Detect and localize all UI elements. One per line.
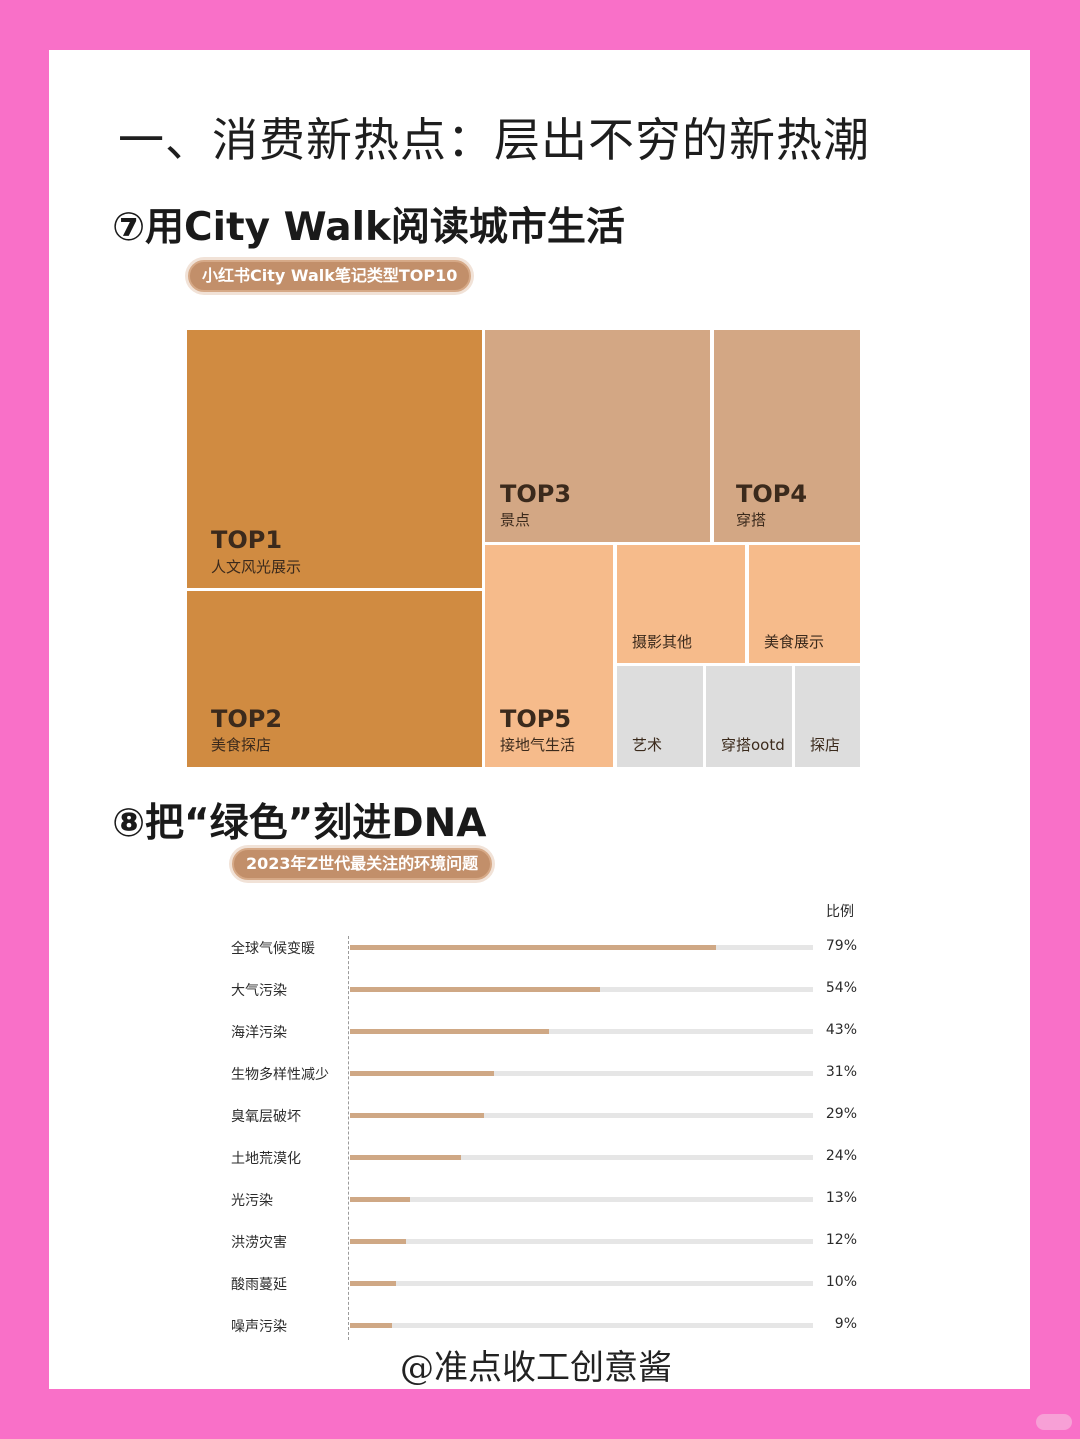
treemap-category-label: 穿搭 — [736, 511, 767, 529]
treemap-tile — [749, 545, 860, 663]
bar — [350, 1281, 397, 1286]
bar-track — [350, 1323, 813, 1328]
bar — [350, 1197, 411, 1202]
treemap-tile — [795, 666, 860, 767]
bar-axis-line — [348, 936, 349, 1340]
bar-track — [350, 1239, 813, 1244]
section8-heading: ⑧把“绿色”刻进DNA — [112, 801, 487, 846]
bar — [350, 945, 716, 950]
bar-value-label: 9% — [834, 1316, 857, 1332]
treemap-rank-label: TOP1 — [211, 526, 283, 554]
bar — [350, 1323, 392, 1328]
bar — [350, 1029, 550, 1034]
bar-category-label: 大气污染 — [231, 983, 287, 999]
treemap-category-label: 美食探店 — [211, 736, 272, 754]
treemap-category-label: 接地气生活 — [500, 736, 576, 754]
bar-track — [350, 1281, 813, 1286]
treemap-tile — [706, 666, 792, 767]
treemap-rank-label: TOP2 — [211, 705, 283, 733]
treemap-category-label: 穿搭ootd — [721, 736, 785, 754]
treemap-category-label: 景点 — [500, 511, 531, 529]
section7-heading: ⑦用City Walk阅读城市生活 — [112, 205, 625, 250]
bar-track — [350, 1113, 813, 1118]
bar-category-label: 生物多样性减少 — [231, 1067, 329, 1083]
bar-value-label: 29% — [825, 1106, 857, 1122]
treemap-tile — [485, 330, 710, 542]
section8-badge: 2023年Z世代最关注的环境问题 — [232, 848, 493, 880]
bar — [350, 1155, 462, 1160]
treemap-category-label: 探店 — [810, 736, 841, 754]
bar — [350, 1071, 494, 1076]
bar-value-label: 79% — [825, 938, 857, 954]
treemap-rank-label: TOP5 — [500, 705, 572, 733]
treemap-tile — [485, 545, 613, 767]
bar-value-label: 10% — [825, 1274, 857, 1290]
bar-category-label: 海洋污染 — [231, 1025, 287, 1041]
treemap-tile — [617, 666, 703, 767]
bar-track — [350, 1155, 813, 1160]
bar — [350, 987, 601, 992]
bar — [350, 1113, 485, 1118]
bar — [350, 1239, 406, 1244]
bar-value-label: 43% — [825, 1022, 857, 1038]
bar-category-label: 土地荒漠化 — [231, 1151, 301, 1167]
bar-value-label: 24% — [825, 1148, 857, 1164]
treemap-category-label: 艺术 — [632, 736, 663, 754]
bar-category-label: 噪声污染 — [231, 1319, 287, 1335]
bar-category-label: 光污染 — [231, 1193, 273, 1209]
treemap-tile — [187, 330, 482, 588]
bar-value-label: 12% — [825, 1232, 857, 1248]
page-title: 一、消费新热点：层出不穷的新热潮 — [118, 113, 870, 167]
bar-value-label: 54% — [825, 980, 857, 996]
treemap-category-label: 美食展示 — [764, 633, 825, 651]
bar-value-label: 31% — [825, 1064, 857, 1080]
bar-category-label: 全球气候变暖 — [231, 941, 315, 957]
bar-value-label: 13% — [825, 1190, 857, 1206]
bar-track — [350, 1197, 813, 1202]
treemap-tile — [617, 545, 745, 663]
bar-category-label: 洪涝灾害 — [231, 1235, 287, 1251]
bar-category-label: 酸雨蔓延 — [231, 1277, 287, 1293]
treemap-rank-label: TOP3 — [500, 480, 572, 508]
watermark: @准点收工创意酱 — [400, 1348, 672, 1388]
treemap-category-label: 摄影其他 — [632, 633, 693, 651]
treemap-rank-label: TOP4 — [736, 480, 808, 508]
value-column-header: 比例 — [826, 904, 854, 920]
section7-badge: 小红书City Walk笔记类型TOP10 — [188, 260, 472, 292]
corner-badge — [1036, 1414, 1072, 1430]
bar-track — [350, 1071, 813, 1076]
treemap-category-label: 人文风光展示 — [211, 558, 302, 576]
bar-category-label: 臭氧层破坏 — [231, 1109, 301, 1125]
bar-track — [350, 1029, 813, 1034]
treemap-tile — [187, 591, 482, 767]
treemap-tile — [714, 330, 860, 542]
